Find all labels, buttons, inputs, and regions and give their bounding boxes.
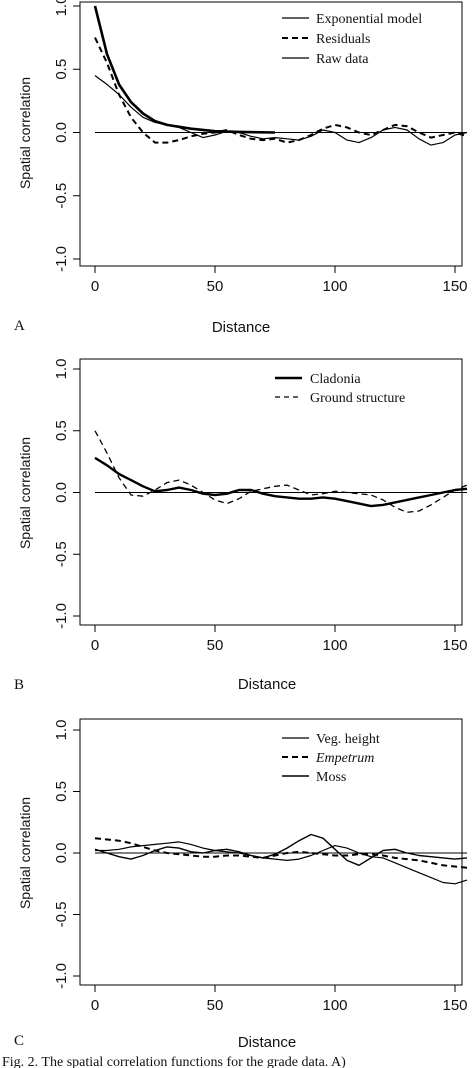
panel-b-x-tick-label: 50: [207, 637, 224, 654]
panel-b-x-tick-label: 100: [322, 637, 347, 654]
panel-c-x-tick-label: 100: [322, 997, 347, 1014]
panel-c-x-axis-label: Distance: [238, 1034, 296, 1051]
legend-label-veg-height: Veg. height: [316, 732, 380, 747]
panel-a-y-tick-label: 0.0: [53, 122, 70, 143]
panel-a: 0 50 100 150 -1.0 -0.5 0.0 0.5 1.0 Distance Spat…: [14, 0, 468, 336]
panel-b-letter: B: [14, 677, 24, 693]
panel-a-plot-frame: [79, 1, 463, 267]
panel-c-y-tick-label: -0.5: [53, 902, 70, 928]
legend-label-exponential-model: Exponential model: [316, 12, 422, 27]
panel-a-series-residuals: [94, 37, 468, 144]
panel-c-y-tick-label: 0.0: [53, 843, 70, 864]
panel-c-series-veg-height: [95, 841, 468, 885]
panel-c-plot-frame: [79, 718, 463, 986]
panel-a-y-axis-label: Spatial correlation: [17, 77, 33, 189]
panel-b-y-tick-label: 0.0: [53, 482, 70, 503]
panel-a-legend: Exponential model Residuals Raw data: [282, 12, 422, 67]
panel-b-series-ground-structure: [94, 430, 468, 513]
panel-a-y-tick-label: 1.0: [53, 0, 70, 16]
panel-a-x-tick-label: 50: [207, 278, 224, 295]
panel-b-y-tick-label: 1.0: [53, 359, 70, 380]
panel-c-letter: C: [14, 1033, 24, 1049]
legend-label-residuals: Residuals: [316, 32, 370, 47]
panel-a-series-exponential-model: [93, 5, 276, 134]
panel-a-x-axis-label: Distance: [212, 319, 270, 336]
legend-label-raw-data: Raw data: [316, 52, 369, 67]
panel-c-x-tick-label: 0: [91, 997, 99, 1014]
legend-label-cladonia: Cladonia: [310, 372, 361, 387]
figure-caption: Fig. 2. The spatial correlation function…: [2, 1055, 346, 1068]
legend-label-empetrum: Empetrum: [315, 751, 374, 766]
panel-b-legend: Cladonia Ground structure: [275, 372, 405, 406]
panel-a-y-tick-label: -1.0: [53, 246, 70, 272]
panel-b-y-tick-label: -1.0: [53, 603, 70, 629]
panel-c-y-tick-label: 1.0: [53, 720, 70, 741]
legend-label-ground-structure: Ground structure: [310, 391, 405, 406]
panel-b: 0 50 100 150 -1.0 -0.5 0.0 0.5 1.0 Distance Spat…: [14, 358, 468, 693]
panel-a-x-tick-label: 150: [442, 278, 467, 295]
panel-b-y-tick-label: 0.5: [53, 420, 70, 441]
panel-a-y-tick-label: 0.5: [53, 59, 70, 80]
panel-c-x-tick-label: 150: [442, 997, 467, 1014]
legend-label-moss: Moss: [316, 770, 346, 785]
panel-a-y-tick-label: -0.5: [53, 183, 70, 209]
panel-a-series-raw-data: [94, 75, 468, 146]
panel-c-y-tick-label: 0.5: [53, 781, 70, 802]
panel-c-y-tick-label: -1.0: [53, 963, 70, 989]
panel-c-legend: Veg. height Empetrum Moss: [282, 732, 380, 785]
panel-b-x-tick-label: 150: [442, 637, 467, 654]
panel-b-y-tick-label: -0.5: [53, 541, 70, 567]
panel-a-x-tick-label: 0: [91, 278, 99, 295]
panel-c-x-tick-label: 50: [207, 997, 224, 1014]
panel-c-series-moss: [94, 833, 468, 866]
panel-c: 0 50 100 150 -1.0 -0.5 0.0 0.5 1.0 Distance Spat…: [14, 718, 468, 1051]
panel-b-x-tick-label: 0: [91, 637, 99, 654]
panel-a-letter: A: [14, 318, 25, 334]
panel-c-y-axis-label: Spatial correlation: [17, 797, 33, 909]
panel-b-series-cladonia: [94, 456, 468, 508]
panel-b-y-axis-label: Spatial correlation: [17, 437, 33, 549]
panel-c-series-empetrum: [94, 837, 468, 869]
panel-a-x-tick-label: 100: [322, 278, 347, 295]
panel-b-x-axis-label: Distance: [238, 676, 296, 693]
